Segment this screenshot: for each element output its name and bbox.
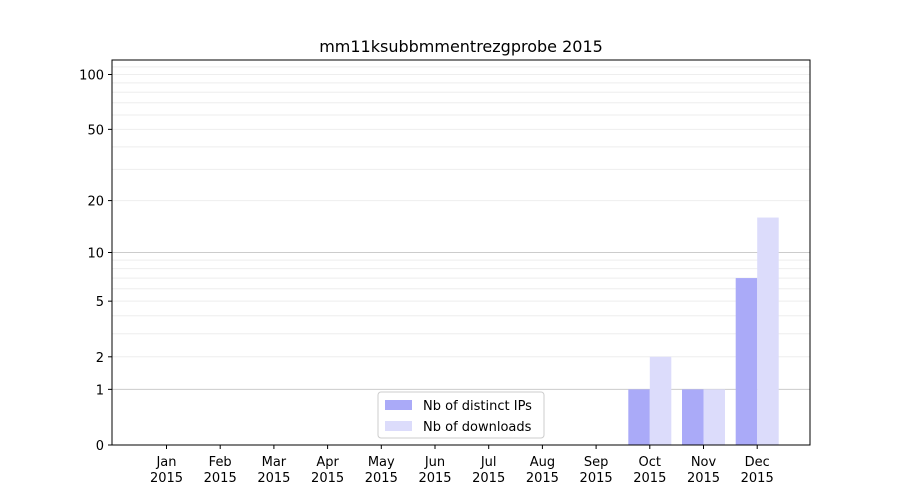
x-tick-label-month: Sep [584,455,609,470]
y-tick-label: 5 [96,295,104,310]
chart-title: mm11ksubbmmentrezgprobe 2015 [319,37,603,56]
x-tick-label-month: Dec [745,455,770,470]
bar-downloads [649,356,672,445]
legend-swatch [385,400,412,410]
x-tick-label-month: Oct [639,455,661,470]
y-axis: 0 1 2 5 10 20 50 100 [79,69,112,454]
x-tick-label-year: 2015 [311,471,344,486]
x-tick-label-year: 2015 [633,471,666,486]
plot-frame [111,59,811,446]
x-tick-label-year: 2015 [741,471,774,486]
x-tick-label-month: Aug [530,455,555,470]
x-tick-label-year: 2015 [257,471,290,486]
y-tick-label: 0 [96,439,104,454]
bars [628,217,779,445]
x-tick-label-year: 2015 [418,471,451,486]
x-tick-label-year: 2015 [365,471,398,486]
x-tick-label-month: Apr [316,455,339,470]
bar-distinct-ips [682,389,704,445]
legend: Nb of distinct IPs Nb of downloads [377,391,545,439]
y-tick-label: 1 [96,383,104,398]
x-tick-label-year: 2015 [204,471,237,486]
x-tick-label-month: Jun [424,455,445,470]
bar-downloads [703,389,725,445]
bar-distinct-ips [735,278,758,445]
x-tick-label-year: 2015 [687,471,720,486]
legend-box [377,391,545,439]
x-tick-label-month: Nov [691,455,717,470]
x-tick-label-month: May [368,455,395,470]
x-tick-label-month: Jan [155,455,176,470]
y-tick-label: 100 [79,69,104,84]
legend-label: Nb of distinct IPs [423,399,532,414]
bar-downloads [757,217,779,445]
x-tick-label-year: 2015 [580,471,613,486]
legend-label: Nb of downloads [423,420,532,435]
y-tick-label: 2 [96,351,104,366]
y-tick-label: 10 [87,247,104,262]
bar-distinct-ips [628,389,650,445]
y-tick-label: 20 [87,195,104,210]
x-tick-label-year: 2015 [150,471,183,486]
x-tick-label-year: 2015 [526,471,559,486]
y-tick-label: 50 [87,123,104,138]
x-tick-label-month: Feb [209,455,232,470]
x-tick-label-year: 2015 [472,471,505,486]
legend-swatch [385,421,412,431]
x-axis: Jan2015Feb2015Mar2015Apr2015May2015Jun20… [150,445,774,486]
x-tick-label-month: Mar [262,455,287,470]
x-tick-label-month: Jul [480,455,497,470]
